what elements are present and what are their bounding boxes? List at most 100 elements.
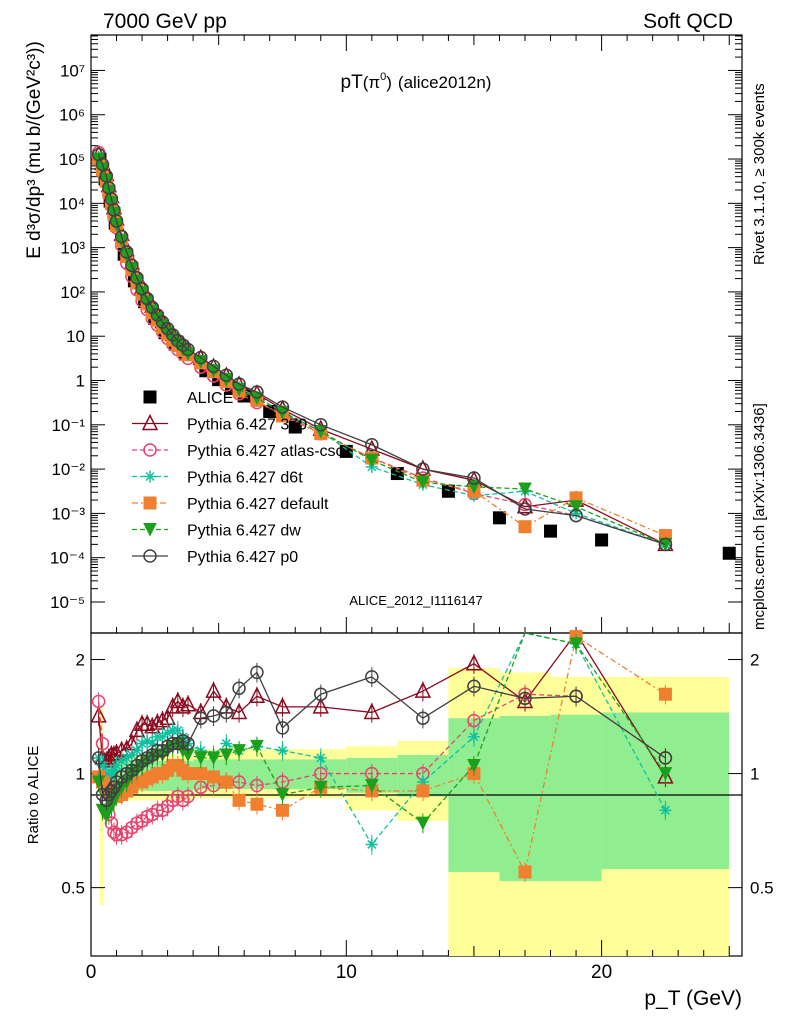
series-point [206,359,221,374]
series-ratio-point [100,748,118,765]
series-ratio-point [312,697,329,714]
series-point [365,437,379,452]
legend-marker [143,523,157,537]
series-ratio-point [95,736,110,751]
y-tick-label: 10⁷ [60,61,85,80]
y-tick-label: 10⁻⁴ [50,549,85,568]
series-ratio-point [313,780,328,795]
series-ratio-point [467,713,481,728]
x-axis: 0 10 20 [86,35,730,983]
series-ratio-point [250,778,264,793]
legend: ALICE Pythia 6.427 370 Pythia 6.427 atlas-… [132,390,344,566]
y-axis-label-ratio: Ratio to ALICE [25,746,42,844]
rivet-label: Rivet 3.1.10, ≥ 300k events [751,83,768,265]
legend-label: Pythia 6.427 default [187,496,329,513]
legend-label: Pythia 6.427 d6t [187,470,303,487]
band-inner-segment [601,712,730,869]
series-point [416,475,430,490]
series-point [114,233,129,248]
x-axis-label: p_T (GeV) [644,987,742,1010]
series-point [467,471,481,485]
x-tick-label: 20 [591,962,612,983]
legend-label: Pythia 6.427 370 [187,417,307,434]
x-tick-label: 10 [336,962,357,983]
series-ratio-point-d2 [221,739,231,749]
series-point [119,248,134,263]
plot-title-main: pT [341,72,364,93]
series-point [130,274,144,289]
series-ratio-point-d2 [469,732,479,742]
x-tick-label: 0 [86,962,97,983]
series-point [416,462,430,476]
legend-label: Pythia 6.427 dw [187,523,301,540]
band-inner-segment [499,715,551,882]
series-point [518,482,532,497]
series-ratio-point [416,784,430,798]
ratio-series-layer [90,630,674,883]
series-point [119,245,134,259]
series-ratio-point-d2 [157,732,168,742]
series-point [518,497,532,512]
series-point [130,270,144,285]
ratio-tick-label-right: 2 [750,651,759,670]
alice-point [595,533,609,547]
series-ratio-point [181,789,195,804]
series-ratio-point [125,763,139,778]
series-ratio-point [107,825,121,840]
series-ratio-point [232,681,246,695]
series-ratio-point [569,637,583,651]
ratio-tick-label: 1 [76,765,85,784]
series-ratio-point [179,695,197,712]
series-ratio-point-d2 [173,725,183,735]
main-series-layer [90,144,736,560]
series-point [518,520,532,534]
series-point [193,354,208,369]
series-ratio-point [467,759,481,773]
legend-marker [143,496,157,510]
series-point [219,368,234,382]
series-ratio-point [205,681,222,698]
series-ratio-point [109,775,124,789]
y-tick-label: 10⁻² [51,460,85,479]
legend-marker [143,390,157,404]
series-ratio-point [232,744,246,758]
alice-point [722,546,736,560]
series-point [114,229,129,244]
series-point [569,508,583,523]
plot-title-close: ) [386,73,392,92]
series-point [365,453,379,468]
series-ratio-point [250,665,264,680]
series-ratio-point [181,767,195,781]
series-ratio-point-d2 [147,739,157,749]
series-ratio-point [232,775,246,789]
series-ratio-point [181,736,195,751]
series-ratio-point [219,748,234,763]
y-tick-label: 10 [66,327,85,346]
mcplots-label: mcplots.cern.ch [arXiv:1306.3436] [751,403,768,630]
band-inner-segment [550,714,602,882]
series-ratio-point [219,705,234,720]
legend-label: Pythia 6.427 p0 [187,549,298,566]
alice-point [492,511,506,525]
series-ratio-point [569,689,583,704]
series-ratio-point [363,702,381,720]
series-ratio-point [206,751,221,766]
series-ratio-point-d2 [660,805,670,815]
series-ratio-point [230,702,248,720]
series-point [658,537,673,552]
series-point [150,308,165,322]
series-point [232,377,246,391]
header-category: Soft QCD [643,10,733,33]
series-ratio-point-d2 [132,746,142,756]
y-tick-label: 10⁻⁵ [50,593,85,612]
y-tick-label: 10⁻³ [51,504,85,523]
series-ratio-point [274,697,291,714]
ratio-band-inner [99,712,730,882]
series-ratio-point [104,816,119,830]
series-ratio-point [194,767,208,781]
series-ratio-point [414,681,432,698]
series-2-ratio [91,684,673,845]
y-tick-label: 10² [60,283,85,302]
series-ratio-point [275,803,289,817]
series-ratio-point [416,711,430,725]
